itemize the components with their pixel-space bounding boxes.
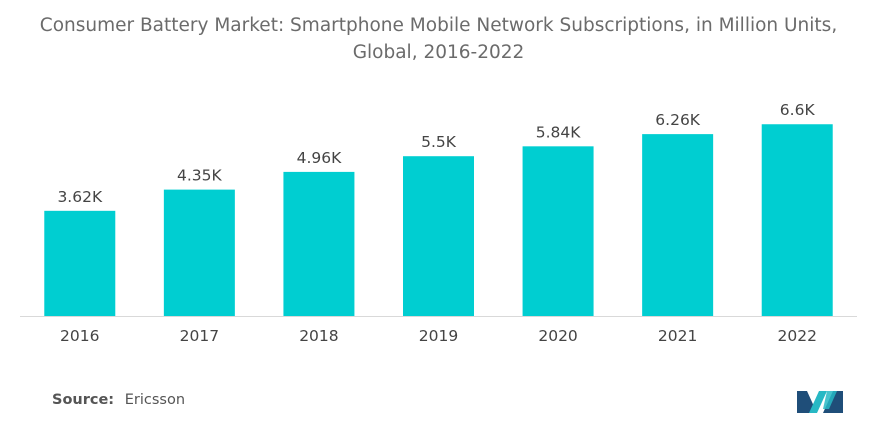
x-tick-label-2019: 2019 bbox=[419, 327, 458, 345]
data-label-2018: 4.96K bbox=[297, 149, 343, 167]
mordor-intelligence-logo-icon bbox=[797, 391, 843, 413]
chart-title-line-1: Consumer Battery Market: Smartphone Mobi… bbox=[39, 15, 838, 36]
chart-title-line-2: Global, 2016-2022 bbox=[352, 42, 525, 63]
bar-2016 bbox=[44, 210, 116, 316]
x-tick-label-2016: 2016 bbox=[60, 327, 99, 345]
data-label-2022: 6.6K bbox=[780, 101, 816, 119]
bar-2018 bbox=[283, 171, 355, 316]
source-label: Source: bbox=[52, 392, 115, 408]
x-tick-label-2022: 2022 bbox=[777, 327, 816, 345]
x-tick-label-2018: 2018 bbox=[299, 327, 338, 345]
x-tick-label-2020: 2020 bbox=[538, 327, 577, 345]
data-label-2021: 6.26K bbox=[655, 111, 701, 129]
data-label-2017: 4.35K bbox=[177, 167, 223, 185]
bar-2020 bbox=[522, 146, 594, 316]
bar-2017 bbox=[163, 189, 235, 316]
x-tick-label-2021: 2021 bbox=[658, 327, 697, 345]
x-tick-label-2017: 2017 bbox=[180, 327, 219, 345]
source-note: Source: Ericsson bbox=[52, 392, 185, 408]
chart-title: Consumer Battery Market: Smartphone Mobi… bbox=[0, 12, 877, 66]
bar-2021 bbox=[642, 134, 714, 316]
data-label-2020: 5.84K bbox=[536, 123, 582, 141]
data-label-2016: 3.62K bbox=[57, 188, 103, 206]
bar-2019 bbox=[403, 156, 474, 316]
data-label-2019: 5.5K bbox=[421, 133, 457, 151]
bar-2022 bbox=[761, 124, 833, 316]
source-value: Ericsson bbox=[124, 392, 186, 408]
